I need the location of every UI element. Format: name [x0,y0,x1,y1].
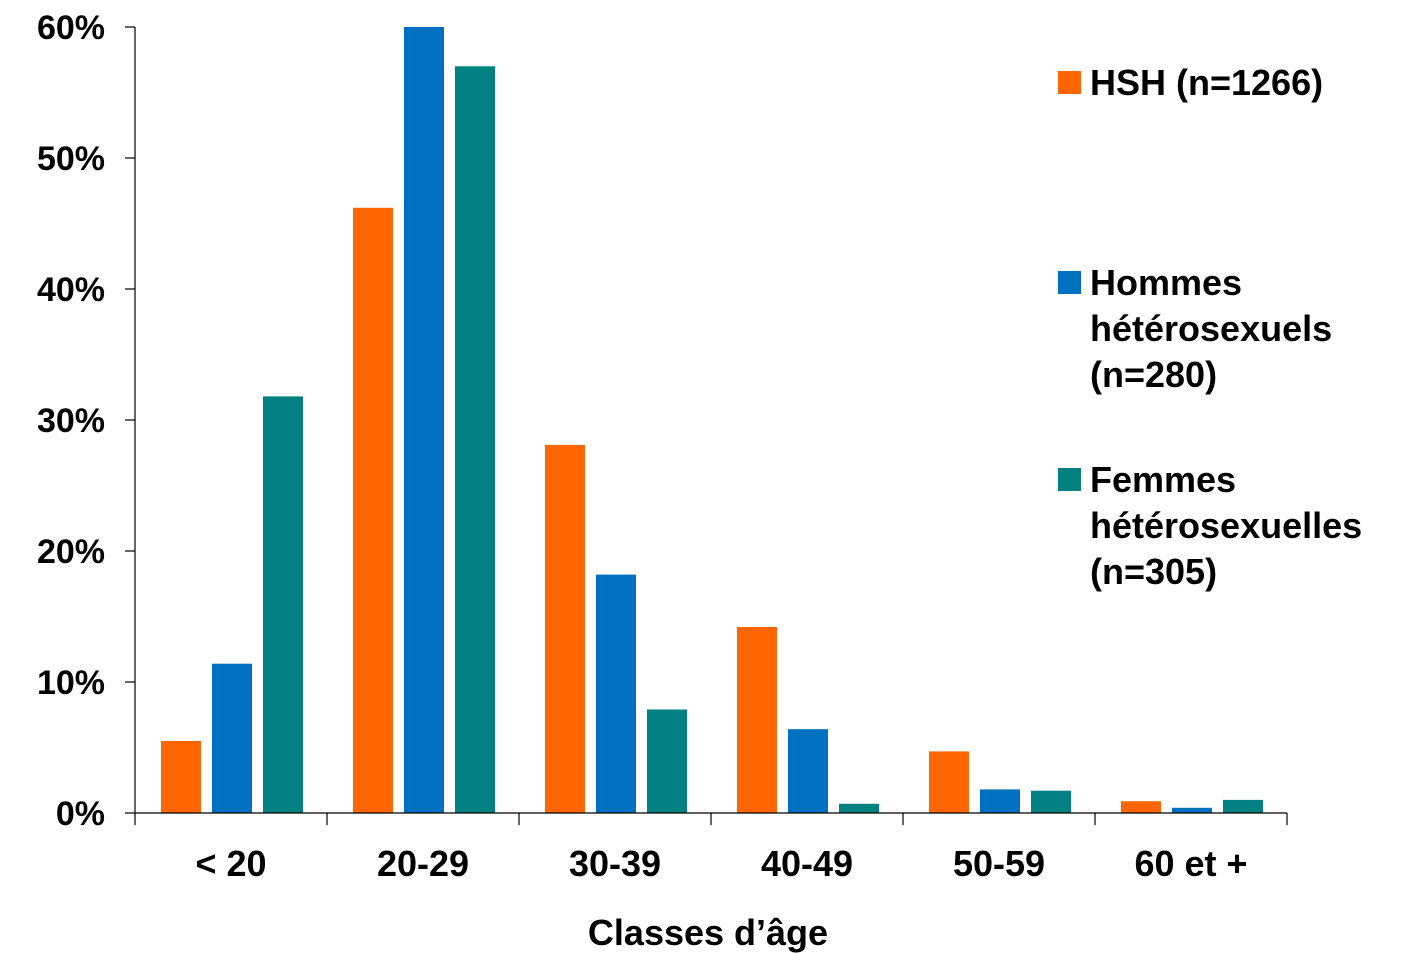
x-tick-label: 50-59 [953,843,1045,884]
x-tick-label: 40-49 [761,843,853,884]
bar-series1-cat4 [980,789,1020,813]
bar-series0-cat1 [353,207,393,814]
bar-series2-cat1 [455,66,495,814]
x-tick-label: 60 et + [1134,843,1247,884]
y-tick-label: 20% [37,533,105,571]
legend-label-hsh: HSH (n=1266) [1090,62,1324,103]
bar-series1-cat1 [404,27,444,813]
bar-series2-cat0 [263,396,303,813]
axes-group [125,26,1288,825]
legend-swatch-hommes [1058,271,1081,294]
x-axis-title: Classes d’âge [588,912,828,953]
bar-series0-cat5 [1121,801,1161,813]
x-tick-label: < 20 [195,843,266,884]
bar-series2-cat2 [647,709,687,813]
y-tick-label: 60% [37,9,105,47]
bar-series1-cat3 [788,729,828,813]
bar-series1-cat5 [1172,807,1212,813]
legend-label-hommes: Hommes hétérosexuels (n=280) [1090,262,1333,395]
bar-series0-cat4 [929,751,969,813]
y-tick-label: 0% [56,795,105,833]
y-tick-label: 40% [37,271,105,309]
legend-swatch-hsh [1058,71,1081,94]
bar-series2-cat4 [1031,790,1071,813]
legend-item-femmes: Femmes hétérosexuelles (n=305) [1058,457,1419,595]
bar-series0-cat0 [161,741,201,813]
x-tick-label: 30-39 [569,843,661,884]
bar-series0-cat2 [545,444,585,813]
x-tick-labels: < 20 20-29 30-39 40-49 50-59 60 et + [195,843,1247,884]
y-tick-labels: 0% 10% 20% 30% 40% 50% 60% [37,9,105,833]
legend-item-hommes: Hommes hétérosexuels (n=280) [1058,260,1419,398]
y-tick-label: 10% [37,664,105,702]
x-tick-label: 20-29 [377,843,469,884]
bar-series1-cat0 [212,663,252,813]
legend-item-hsh: HSH (n=1266) [1058,60,1419,106]
y-tick-label: 50% [37,140,105,178]
legend-swatch-femmes [1058,468,1081,491]
bars-group [161,27,1263,814]
y-tick-label: 30% [37,402,105,440]
bar-series2-cat5 [1223,799,1263,813]
legend-label-femmes: Femmes hétérosexuelles (n=305) [1090,459,1363,592]
bar-series1-cat2 [596,574,636,813]
bar-series2-cat3 [839,803,879,813]
bar-series0-cat3 [737,627,777,813]
